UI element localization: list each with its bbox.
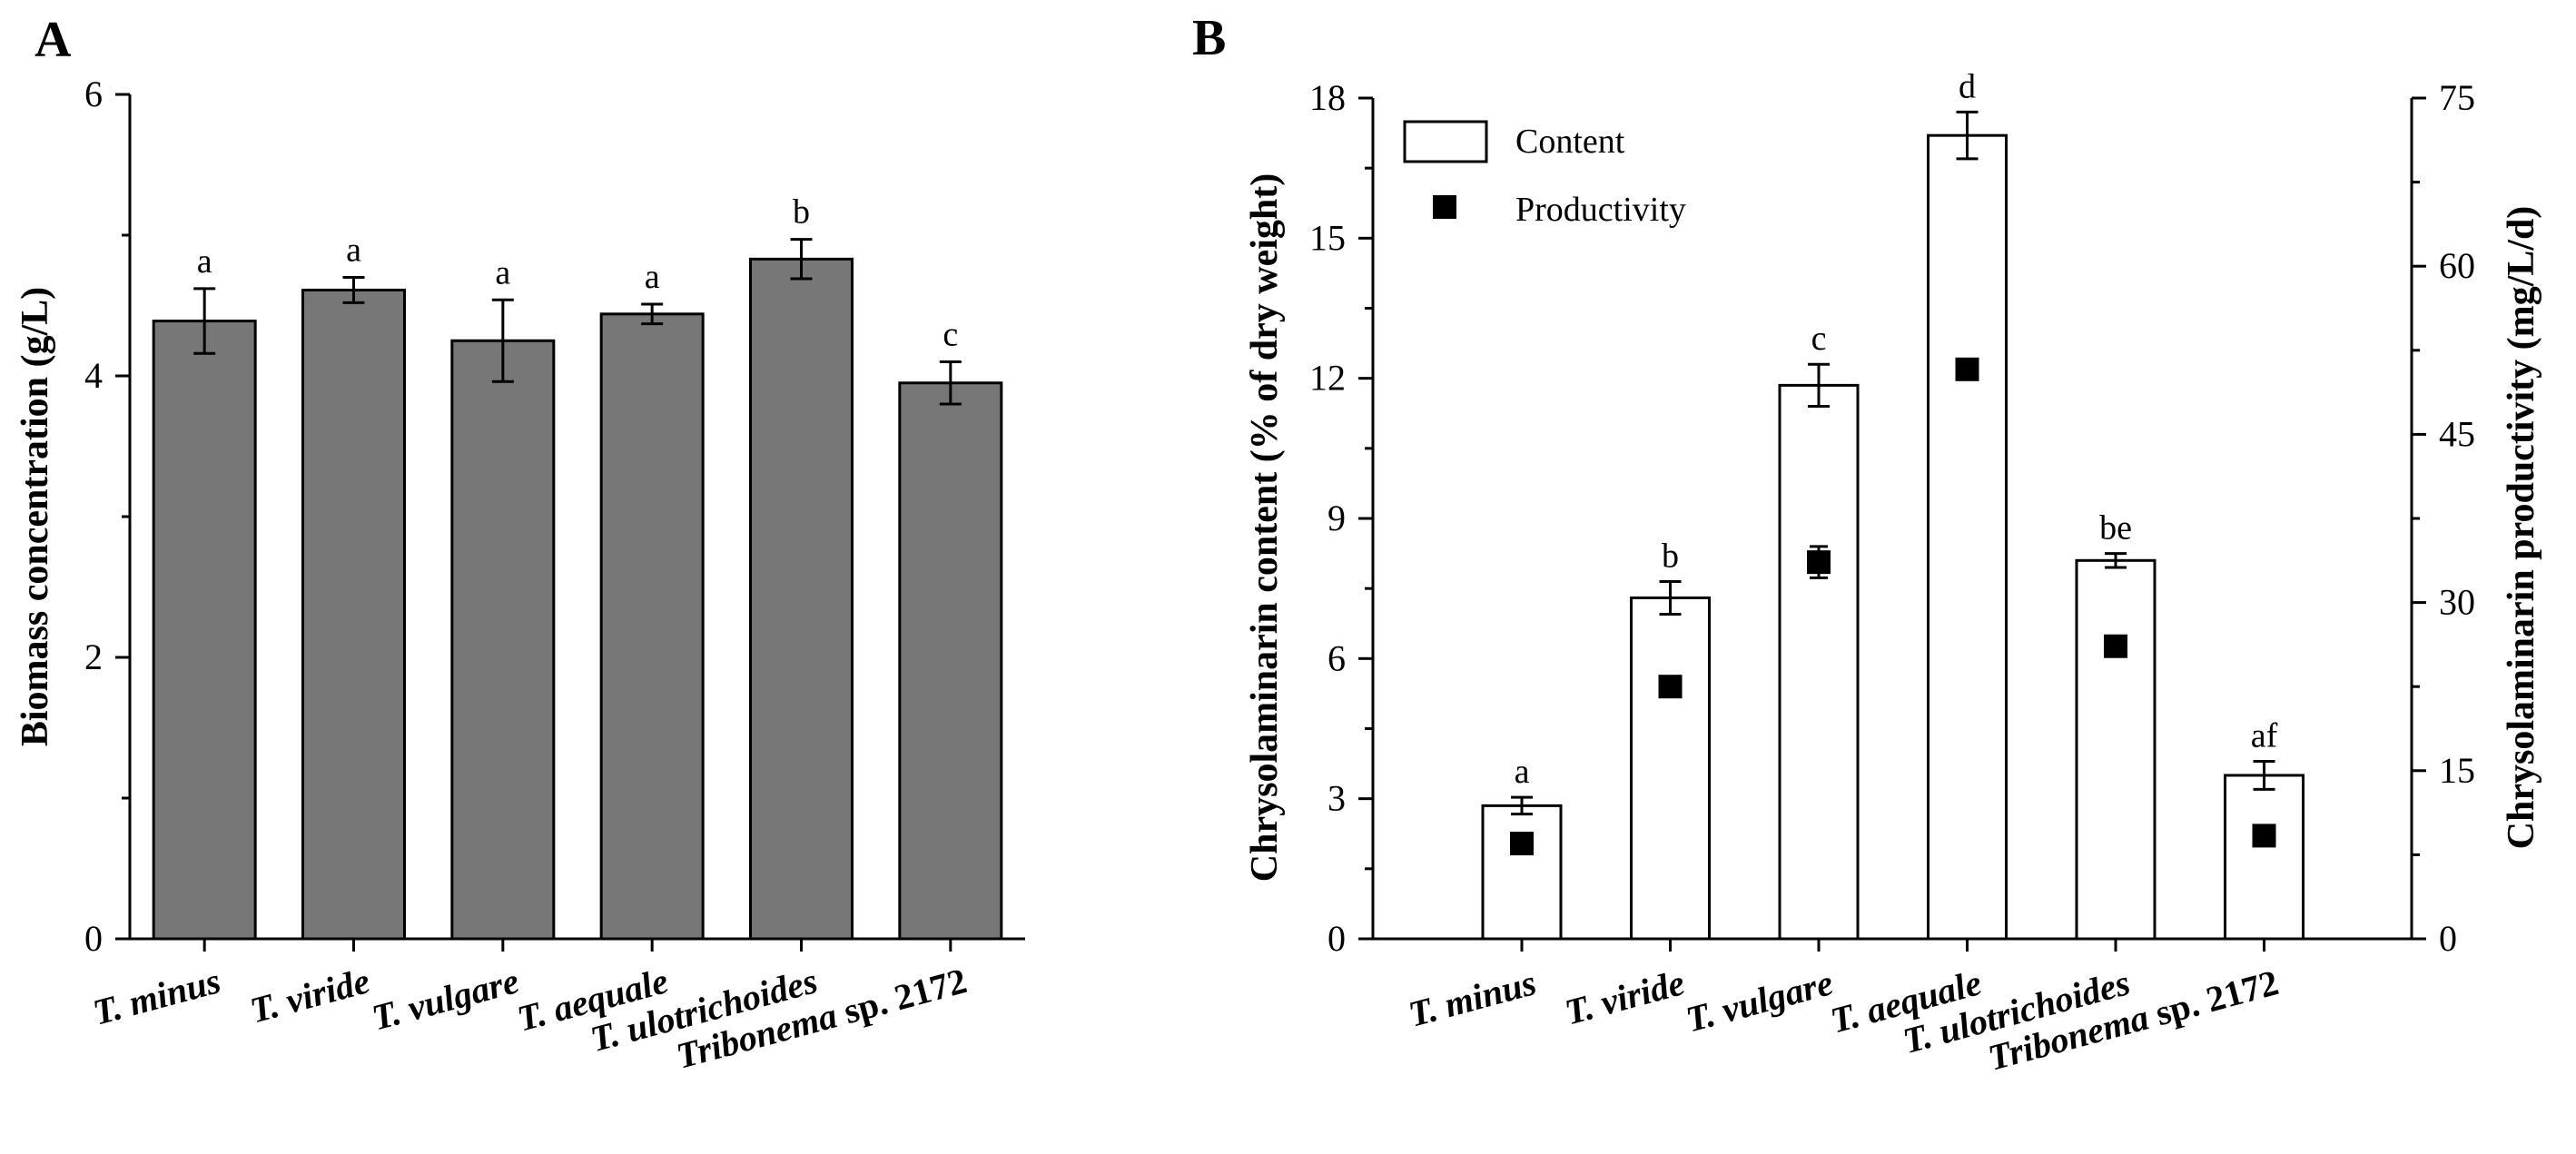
significance-letter: c: [943, 316, 958, 354]
y-left-tick-label: 0: [1327, 918, 1346, 959]
y-left-tick-label: 12: [1309, 358, 1346, 399]
productivity-point-3: [1807, 550, 1831, 575]
y-left-tick-label: 15: [1309, 217, 1346, 258]
significance-letter: af: [2251, 717, 2278, 755]
significance-letter: b: [793, 193, 810, 232]
x-tick-label-species: T. vulgare: [1682, 962, 1837, 1040]
bar-3: [450, 339, 556, 941]
x-tick-label: T. minus: [89, 960, 225, 1032]
legend-content-swatch: [1403, 120, 1488, 163]
bar-6: [898, 381, 1003, 941]
x-tick-label: T. viride: [1561, 962, 1689, 1032]
x-tick-label: T. viride: [246, 960, 374, 1031]
y-right-tick-label: 60: [2439, 245, 2475, 286]
panel-a-letter: A: [35, 12, 72, 68]
bar-5: [749, 257, 854, 941]
y-tick-label: 0: [84, 918, 103, 959]
y-right-tick-label: 15: [2439, 750, 2475, 791]
y-right-tick-label: 45: [2439, 413, 2475, 454]
productivity-point-1: [1510, 832, 1534, 856]
panel-b-letter: B: [1192, 10, 1226, 66]
content-bar-1: [1481, 804, 1563, 941]
x-tick-label-species: T. vulgare: [368, 960, 523, 1038]
x-tick-label: T. minus: [1405, 962, 1541, 1034]
y-left-tick-label: 3: [1327, 778, 1346, 819]
legend: Content Productivity: [1403, 120, 1686, 229]
bar-4: [599, 312, 705, 941]
y-tick-label: 4: [84, 355, 103, 396]
significance-letter: c: [1811, 320, 1827, 358]
y-right-tick-label: 30: [2439, 582, 2475, 623]
x-tick-label-species: T. viride: [1561, 962, 1689, 1032]
x-tick-label-suffix: sp. 2172: [831, 960, 971, 1034]
significance-letter: a: [645, 258, 660, 296]
significance-letter: a: [495, 253, 510, 291]
content-bar-2: [1630, 596, 1711, 941]
bar-2: [301, 288, 406, 941]
y-left-tick-label: 18: [1309, 77, 1346, 118]
content-bar-4: [1927, 133, 2008, 941]
x-tick-label-species: T. minus: [1405, 962, 1541, 1034]
content-bar-3: [1778, 383, 1860, 941]
x-tick-label: T. vulgare: [368, 960, 523, 1038]
y-axis-title: Biomass concentration (g/L): [15, 287, 56, 746]
x-tick-label-species: T. viride: [246, 960, 374, 1031]
y-tick-label: 6: [84, 74, 103, 114]
productivity-point-2: [1658, 675, 1683, 699]
legend-content-label: Content: [1515, 123, 1625, 161]
y-tick-label: 2: [84, 636, 103, 677]
significance-letter: a: [1515, 753, 1530, 791]
x-tick-label-species: T. minus: [89, 960, 225, 1032]
y-axis-left-title: Chrysolaminarin content (% of dry weight…: [1244, 173, 1286, 882]
y-left-tick-label: 9: [1327, 498, 1346, 538]
significance-letter: b: [1662, 537, 1679, 575]
significance-letter: a: [346, 232, 361, 270]
significance-letter: be: [2099, 509, 2132, 547]
bar-1: [152, 320, 257, 941]
productivity-point-5: [2104, 634, 2127, 658]
y-right-tick-label: 0: [2439, 918, 2457, 959]
legend-productivity-marker: [1433, 195, 1456, 219]
x-tick-label: T. vulgare: [1682, 962, 1837, 1040]
significance-letter: a: [197, 242, 212, 281]
content-bar-6: [2224, 774, 2305, 941]
y-left-tick-label: 6: [1327, 637, 1346, 678]
significance-letter: d: [1959, 67, 1976, 105]
legend-productivity-label: Productivity: [1515, 191, 1686, 229]
x-tick-label-suffix: sp. 2172: [2142, 962, 2282, 1036]
y-axis-right-title: Chrysolaminarin productivity (mg/L/d): [2501, 206, 2542, 850]
productivity-point-6: [2252, 824, 2276, 848]
productivity-point-4: [1955, 357, 1979, 381]
content-bar-5: [2075, 558, 2157, 941]
y-right-tick-label: 75: [2439, 77, 2475, 118]
